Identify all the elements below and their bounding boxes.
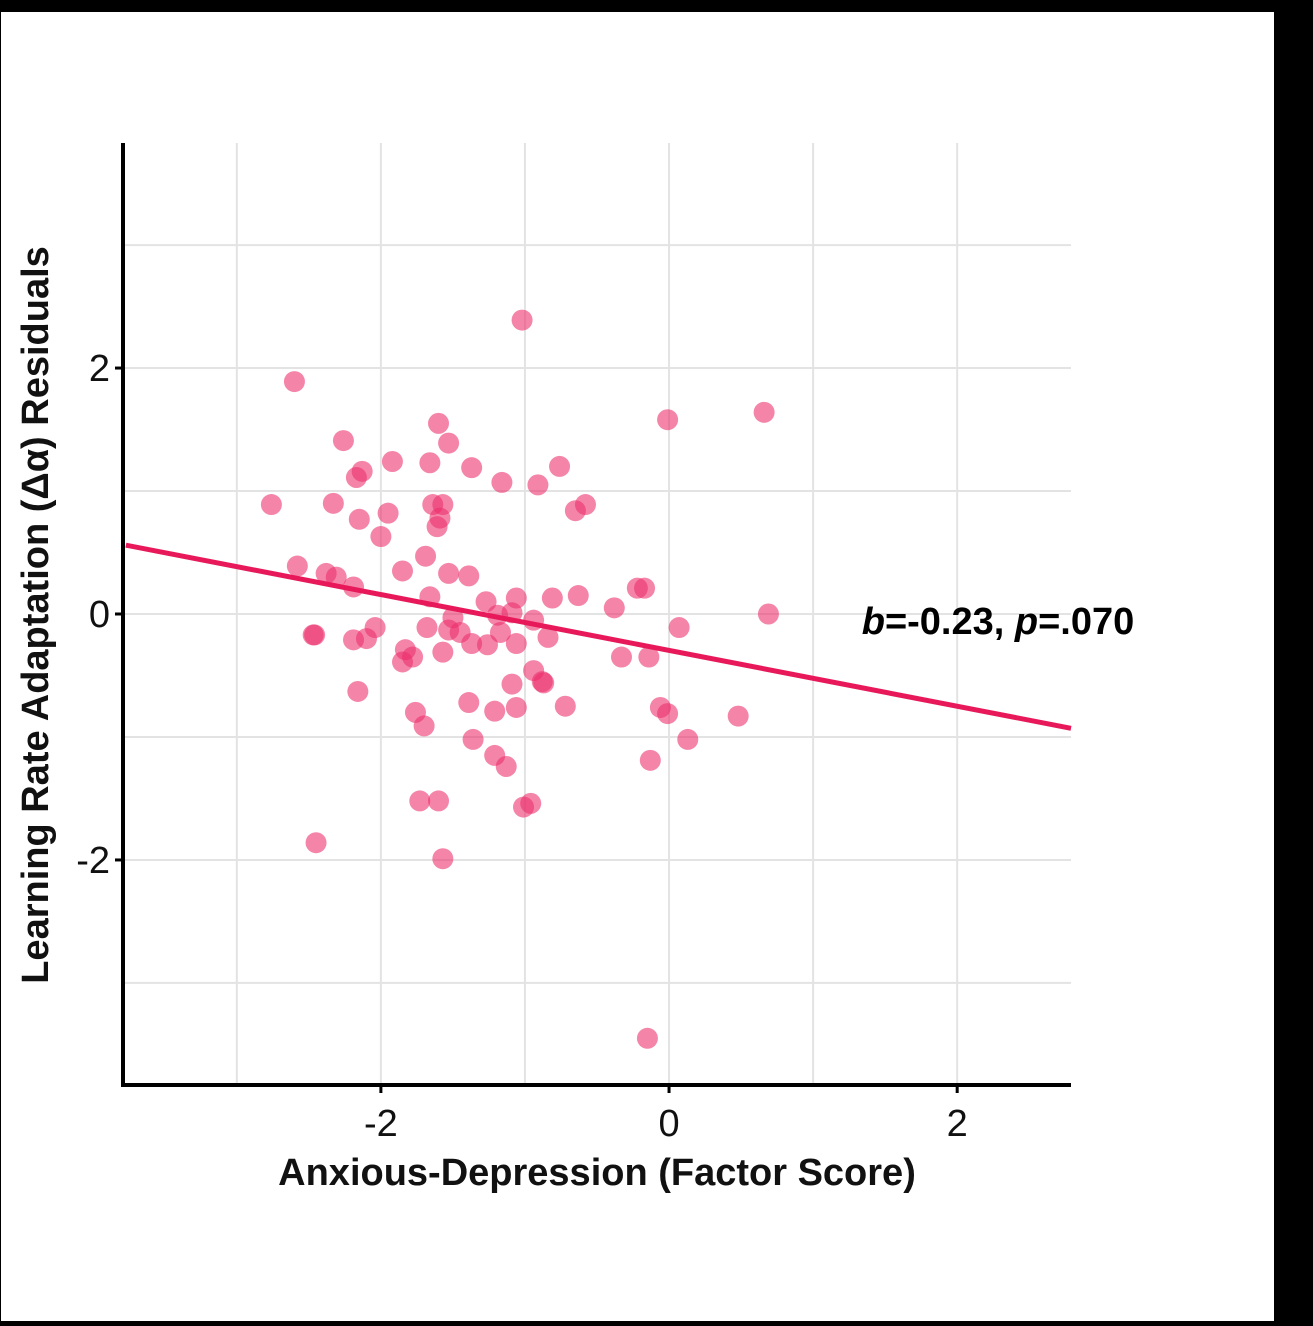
data-point [305, 832, 327, 854]
x-axis-title: Anxious-Depression (Factor Score) [278, 1152, 916, 1194]
data-point [505, 633, 527, 655]
annotation-b-value: =-0.23, [885, 601, 1015, 643]
data-point [377, 502, 399, 524]
data-point [461, 457, 483, 479]
data-point [426, 516, 448, 538]
data-point [415, 545, 437, 567]
data-point [461, 633, 483, 655]
data-point [286, 555, 308, 577]
x-tick-label: -2 [364, 1103, 398, 1145]
data-point [537, 626, 559, 648]
data-point [413, 715, 435, 737]
data-point [757, 603, 779, 625]
data-point [370, 526, 392, 548]
data-point [491, 471, 513, 493]
data-point [458, 692, 480, 714]
annotation-p-symbol: p [1014, 601, 1038, 643]
data-point [634, 577, 656, 599]
data-point [495, 755, 517, 777]
data-point [438, 562, 460, 584]
data-point [332, 430, 354, 452]
data-point [392, 560, 414, 582]
data-point [416, 617, 438, 639]
data-point [355, 628, 377, 650]
data-point [511, 309, 533, 331]
data-points [260, 309, 779, 1049]
data-point [657, 409, 679, 431]
data-point [610, 646, 632, 668]
y-tick-label: 0 [89, 594, 110, 636]
data-point [603, 597, 625, 619]
data-point [428, 790, 450, 812]
y-tick-label: -2 [76, 840, 110, 882]
data-point [438, 432, 460, 454]
data-point [753, 401, 775, 423]
gridlines [123, 143, 1071, 1085]
data-point [322, 492, 344, 514]
x-tick-label: 0 [658, 1103, 679, 1145]
data-point [409, 790, 431, 812]
data-point [554, 695, 576, 717]
data-point [567, 585, 589, 607]
y-tick-label: 2 [89, 348, 110, 390]
data-point [419, 452, 441, 474]
data-point [657, 703, 679, 725]
data-point [304, 624, 326, 646]
y-axis-title: Learning Rate Adaptation (Δα) Residuals [15, 246, 57, 984]
regression-annotation: b=-0.23, p=.070 [862, 601, 1135, 643]
data-point [348, 508, 370, 530]
data-point [432, 641, 454, 663]
data-point [636, 1027, 658, 1049]
figure-canvas: -2 0 2 -2 0 2 Anxious-Depression (Factor Scor… [1, 12, 1274, 1321]
tick-labels: -2 0 2 -2 0 2 [76, 348, 968, 1145]
data-point [381, 451, 403, 473]
data-point [513, 796, 535, 818]
data-point [501, 673, 523, 695]
data-point [283, 371, 305, 393]
data-point [260, 494, 282, 516]
x-tick-label: 2 [947, 1103, 968, 1145]
data-point [345, 466, 367, 488]
data-point [533, 672, 555, 694]
annotation-p-value: =.070 [1038, 601, 1134, 643]
data-point [458, 565, 480, 587]
data-point [432, 848, 454, 870]
data-point [477, 634, 499, 656]
data-point [428, 412, 450, 434]
data-point [347, 680, 369, 702]
data-point [541, 587, 563, 609]
data-point [639, 749, 661, 771]
data-point [564, 500, 586, 522]
data-point [484, 700, 506, 722]
data-point [638, 646, 660, 668]
data-point [668, 617, 690, 639]
regression-line [125, 542, 1072, 731]
data-point [727, 705, 749, 727]
data-point [677, 728, 699, 750]
data-point [549, 455, 571, 477]
data-point [392, 651, 414, 673]
data-point [527, 474, 549, 496]
annotation-b-symbol: b [862, 601, 885, 643]
data-point [462, 728, 484, 750]
scatter-plot: -2 0 2 -2 0 2 Anxious-Depression (Factor Scor… [15, 143, 1135, 1194]
regression-line-group [125, 542, 1072, 731]
data-point [505, 696, 527, 718]
